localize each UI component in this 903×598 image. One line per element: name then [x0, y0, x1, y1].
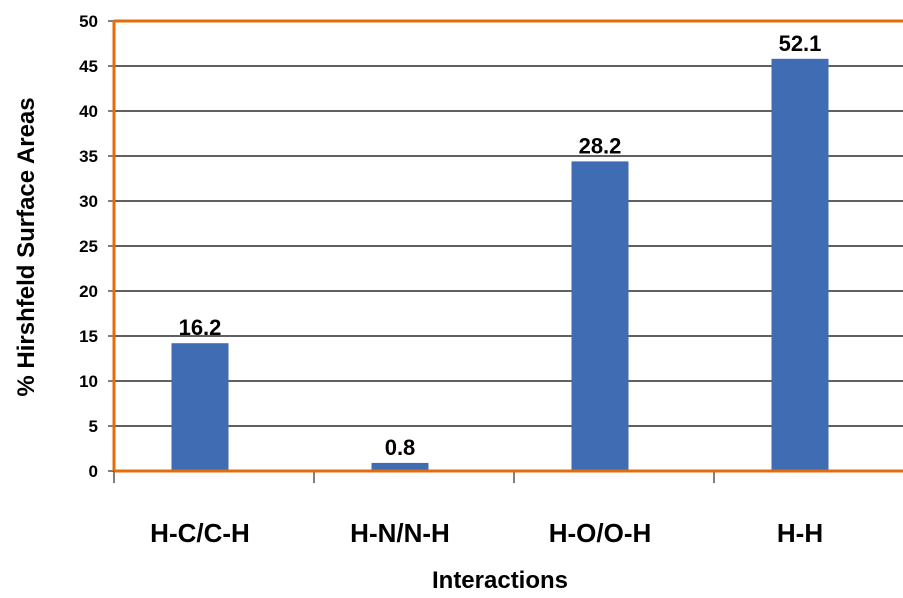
y-tick-label: 30 [79, 192, 98, 211]
y-tick-label: 20 [79, 282, 98, 301]
plot-frame [112, 19, 903, 473]
data-label: 0.8 [385, 435, 416, 460]
y-tick-label: 40 [79, 102, 98, 121]
bar [171, 343, 229, 471]
y-tick-label: 5 [89, 417, 98, 436]
y-tick-label: 50 [79, 12, 98, 31]
data-label: 16.2 [179, 315, 222, 340]
x-tick-label: H-H [777, 518, 823, 548]
data-label: 52.1 [779, 31, 822, 56]
y-axis-title: % Hirshfeld Surface Areas [13, 97, 40, 396]
x-tick-label: H-N/N-H [350, 518, 450, 548]
y-tick-label: 45 [79, 57, 98, 76]
x-tick-labels: H-C/C-H H-N/N-H H-O/O-H H-H [150, 518, 823, 548]
bars [171, 58, 829, 472]
bar [771, 58, 829, 472]
y-tick-label: 25 [79, 237, 98, 256]
x-axis-title: Interactions [432, 567, 568, 594]
x-tick-label: H-O/O-H [549, 518, 652, 548]
data-label: 28.2 [579, 133, 622, 158]
bar [371, 462, 429, 471]
x-tick-label: H-C/C-H [150, 518, 250, 548]
y-tick-label: 0 [89, 462, 98, 481]
y-tick-label: 15 [79, 327, 98, 346]
bar [571, 161, 629, 471]
y-tick-label: 35 [79, 147, 98, 166]
y-tick-label: 10 [79, 372, 98, 391]
y-tick-labels: 0 5 10 15 20 25 30 35 40 45 50 [79, 12, 98, 481]
data-labels: 16.2 0.8 28.2 52.1 [179, 31, 822, 460]
